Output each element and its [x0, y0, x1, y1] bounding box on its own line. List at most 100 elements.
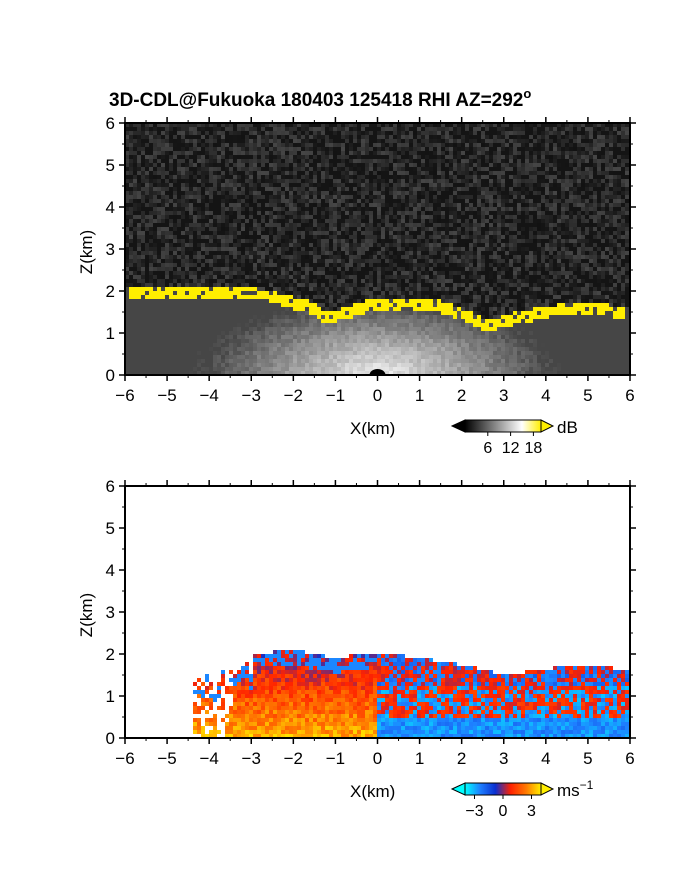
field-cell	[345, 139, 349, 143]
field-cell	[505, 319, 509, 323]
field-cell	[469, 263, 473, 267]
field-cell	[473, 239, 477, 243]
field-cell	[397, 215, 401, 219]
field-cell	[473, 363, 477, 367]
field-cell	[325, 351, 329, 355]
field-cell	[381, 239, 385, 243]
field-cell	[465, 235, 469, 239]
field-cell	[229, 307, 233, 311]
field-cell	[405, 299, 409, 303]
field-cell	[405, 139, 409, 143]
field-cell	[413, 195, 417, 199]
field-cell	[433, 231, 437, 235]
field-cell	[133, 255, 137, 259]
field-cell	[357, 339, 361, 343]
field-cell	[509, 227, 513, 231]
field-cell	[457, 335, 461, 339]
field-cell	[289, 371, 293, 375]
field-cell	[349, 175, 353, 179]
field-cell	[493, 151, 497, 155]
field-cell	[489, 315, 493, 319]
field-cell	[257, 303, 261, 307]
field-cell	[465, 355, 469, 359]
field-cell	[285, 335, 289, 339]
field-cell	[365, 287, 369, 291]
field-cell	[241, 223, 245, 227]
field-cell	[481, 191, 485, 195]
field-cell	[441, 143, 445, 147]
field-cell	[277, 343, 281, 347]
field-cell	[473, 327, 477, 331]
field-cell	[161, 207, 165, 211]
field-cell	[469, 295, 473, 299]
field-cell	[197, 343, 201, 347]
field-cell	[317, 319, 321, 323]
field-cell	[197, 287, 201, 291]
field-cell	[357, 335, 361, 339]
field-cell	[485, 335, 489, 339]
field-cell	[301, 155, 305, 159]
field-cell	[157, 311, 161, 315]
field-cell	[437, 155, 441, 159]
field-cell	[361, 251, 365, 255]
field-cell	[365, 307, 369, 311]
field-cell	[433, 219, 437, 223]
field-cell	[277, 247, 281, 251]
field-cell	[465, 123, 469, 127]
field-cell	[217, 307, 221, 311]
field-cell	[229, 367, 233, 371]
field-cell	[221, 183, 225, 187]
field-cell	[461, 135, 465, 139]
field-cell	[361, 131, 365, 135]
field-cell	[157, 239, 161, 243]
field-cell	[509, 131, 513, 135]
field-cell	[237, 319, 241, 323]
field-cell	[465, 259, 469, 263]
field-cell	[477, 355, 481, 359]
field-cell	[493, 231, 497, 235]
field-cell	[173, 151, 177, 155]
field-cell	[381, 295, 385, 299]
field-cell	[221, 243, 225, 247]
field-cell	[185, 287, 189, 291]
field-cell	[465, 335, 469, 339]
field-cell	[185, 143, 189, 147]
field-cell	[501, 311, 505, 315]
field-cell	[309, 315, 313, 319]
field-cell	[397, 299, 401, 303]
field-cell	[225, 319, 229, 323]
field-cell	[413, 175, 417, 179]
field-cell	[173, 299, 177, 303]
field-cell	[493, 179, 497, 183]
field-cell	[377, 195, 381, 199]
field-cell	[441, 259, 445, 263]
field-cell	[333, 207, 337, 211]
field-cell	[449, 139, 453, 143]
field-cell	[281, 175, 285, 179]
field-cell	[261, 139, 265, 143]
field-cell	[385, 347, 389, 351]
field-cell	[249, 339, 253, 343]
field-cell	[205, 355, 209, 359]
field-cell	[341, 135, 345, 139]
field-cell	[349, 167, 353, 171]
field-cell	[281, 275, 285, 279]
field-cell	[465, 195, 469, 199]
field-cell	[173, 191, 177, 195]
field-cell	[505, 335, 509, 339]
field-cell	[345, 203, 349, 207]
field-cell	[393, 371, 397, 375]
field-cell	[489, 347, 493, 351]
field-cell	[205, 203, 209, 207]
field-cell	[305, 167, 309, 171]
field-cell	[197, 131, 201, 135]
field-cell	[441, 175, 445, 179]
field-cell	[461, 355, 465, 359]
field-cell	[137, 295, 141, 299]
field-cell	[137, 223, 141, 227]
field-cell	[137, 259, 141, 263]
field-cell	[261, 267, 265, 271]
field-cell	[237, 267, 241, 271]
field-cell	[281, 331, 285, 335]
field-cell	[249, 307, 253, 311]
